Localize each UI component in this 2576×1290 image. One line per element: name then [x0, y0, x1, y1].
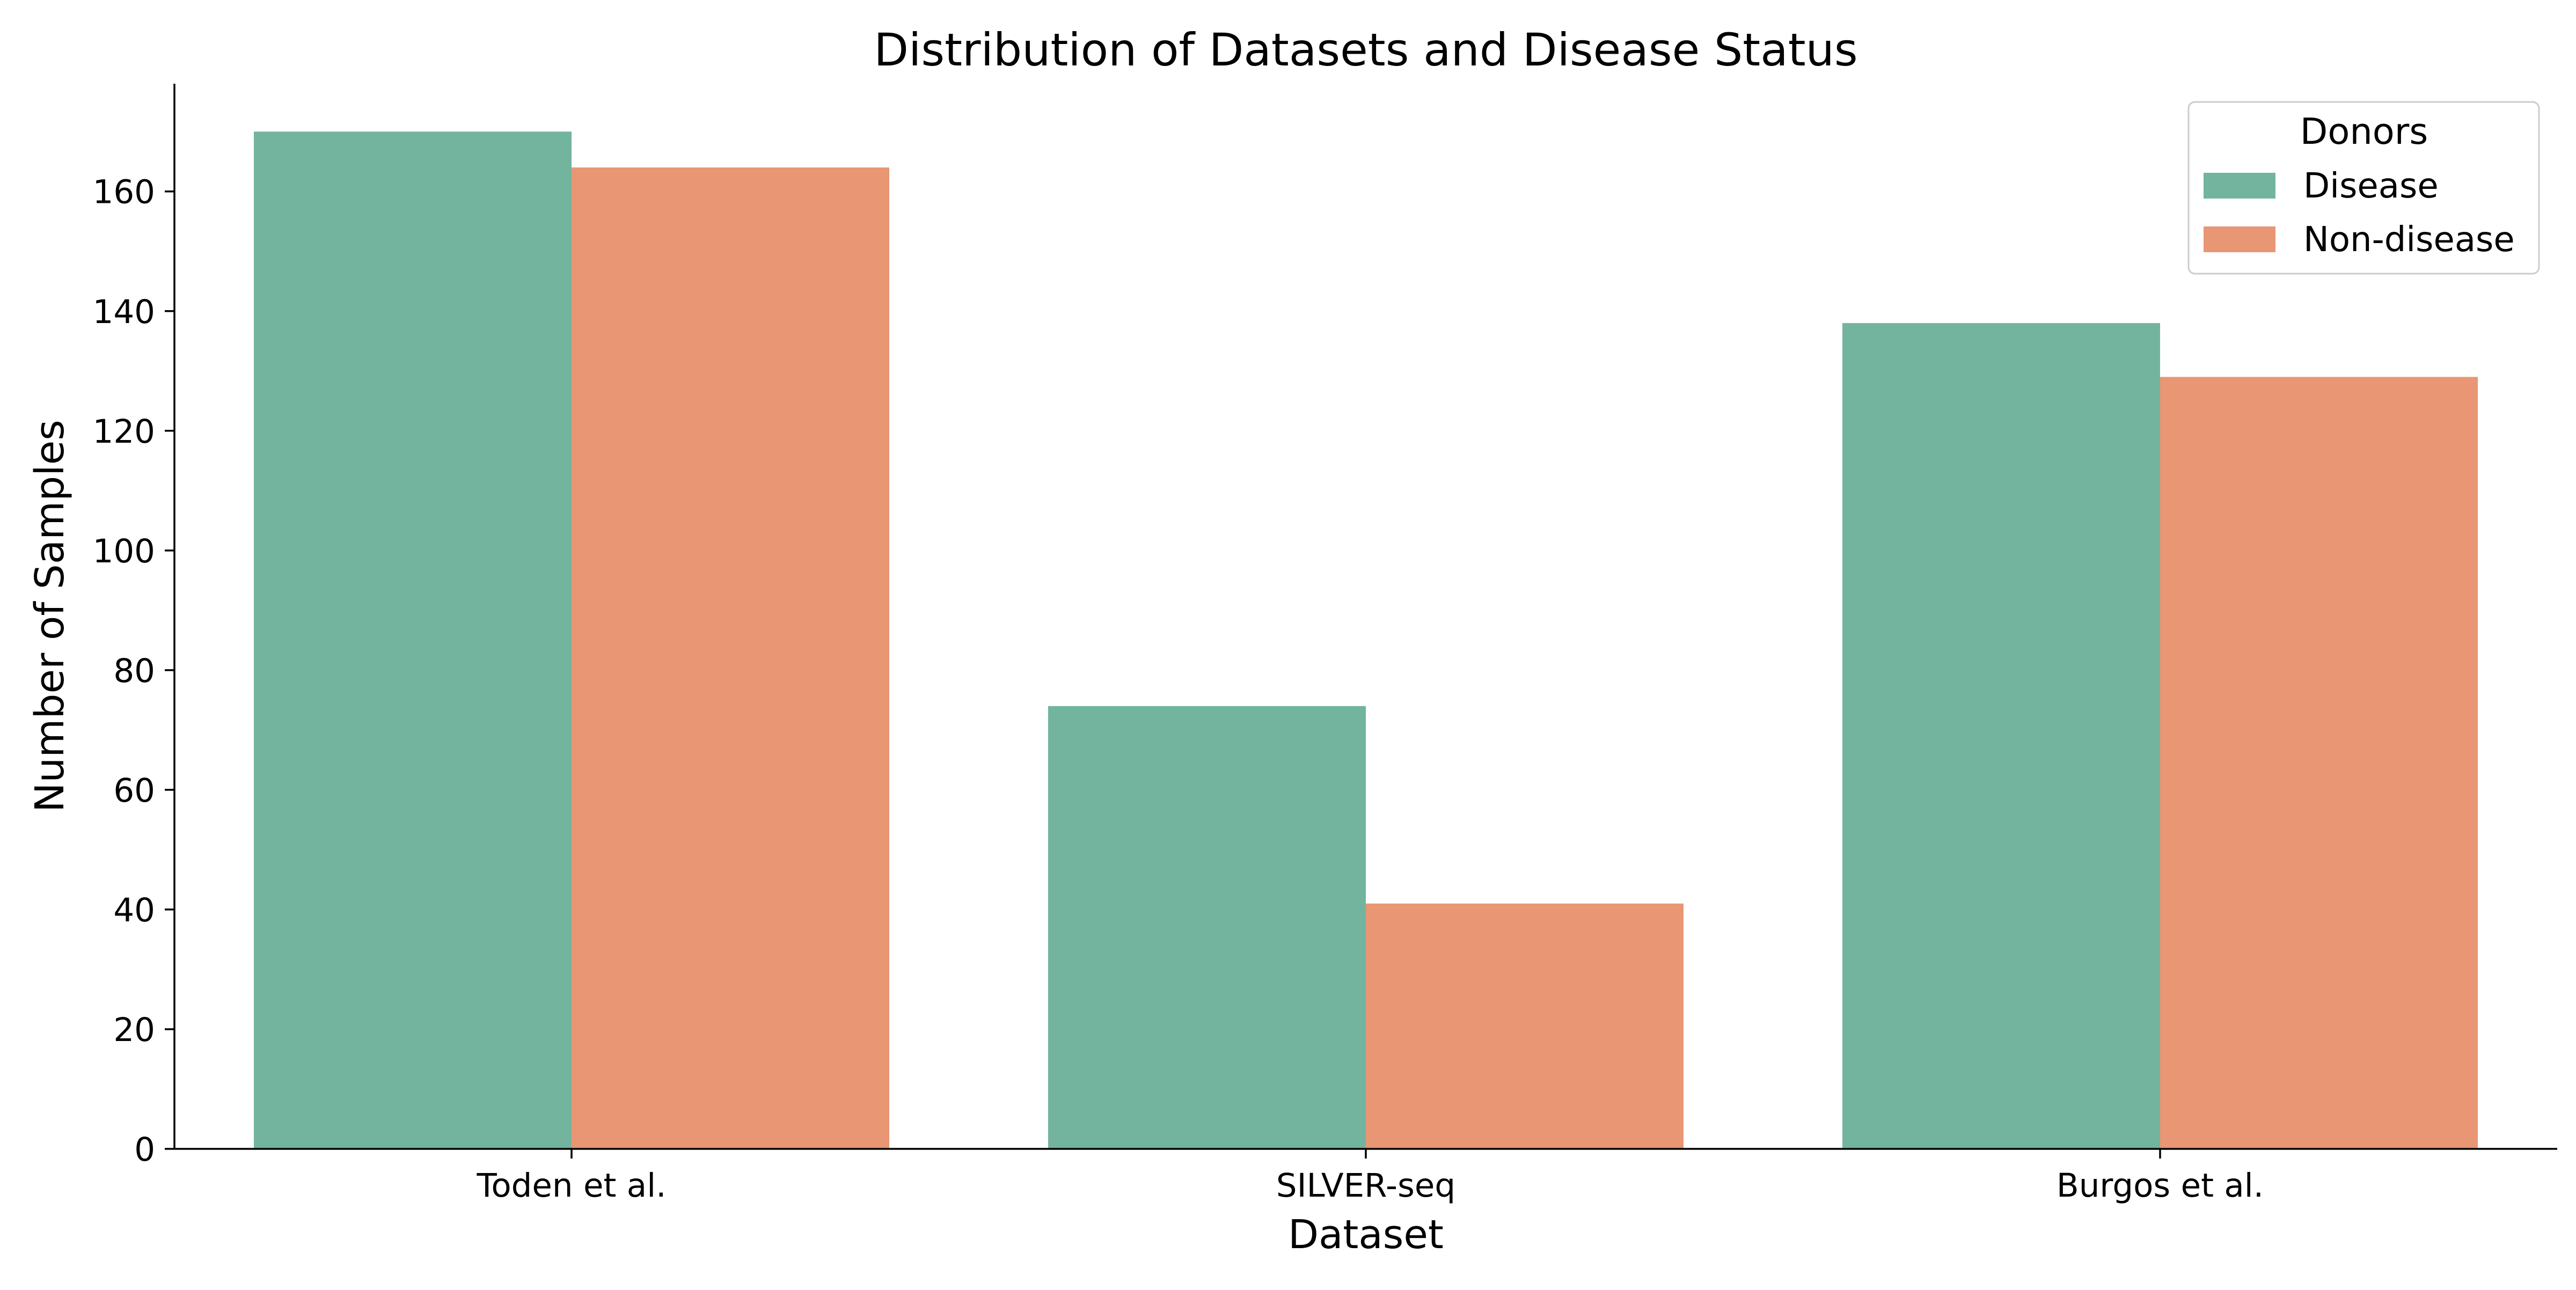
x-tick-label-silver-seq: SILVER-seq: [1276, 1167, 1455, 1205]
legend-swatch-disease: [2204, 173, 2275, 199]
y-axis-title: Number of Samples: [27, 420, 73, 812]
bar-non-disease-toden-et-al: [572, 167, 889, 1149]
legend-swatch-non-disease: [2204, 226, 2275, 252]
y-tick-label: 100: [93, 532, 155, 570]
x-tick-label-toden-et-al: Toden et al.: [476, 1167, 666, 1205]
y-tick-label: 40: [113, 891, 155, 929]
y-tick-label: 120: [93, 413, 155, 451]
legend-label-non-disease: Non-disease: [2303, 220, 2515, 260]
x-tick-label-burgos-et-al: Burgos et al.: [2057, 1167, 2264, 1205]
chart-title: Distribution of Datasets and Disease Sta…: [874, 24, 1857, 76]
bars-layer: [254, 131, 2478, 1149]
ticks-layer: 0 20 40 60 80 100 120 140 160 Toden et al. SILVER-…: [93, 173, 2264, 1205]
bar-disease-toden-et-al: [254, 131, 572, 1149]
bar-disease-silver-seq: [1048, 706, 1366, 1149]
legend-frame: [2187, 101, 2540, 275]
y-tick-label: 0: [134, 1131, 155, 1169]
y-tick-label: 60: [113, 772, 155, 810]
bar-non-disease-burgos-et-al: [2160, 377, 2478, 1149]
y-tick-label: 140: [93, 293, 155, 331]
y-tick-label: 80: [113, 652, 155, 690]
legend-title: Donors: [2300, 111, 2428, 152]
legend-label-disease: Disease: [2303, 166, 2439, 206]
bar-non-disease-silver-seq: [1366, 903, 1684, 1149]
bar-disease-burgos-et-al: [1842, 323, 2160, 1149]
legend: Donors Disease Non-disease: [2187, 101, 2540, 275]
y-tick-label: 20: [113, 1011, 155, 1049]
x-axis-title: Dataset: [1288, 1212, 1444, 1258]
y-tick-label: 160: [93, 173, 155, 211]
